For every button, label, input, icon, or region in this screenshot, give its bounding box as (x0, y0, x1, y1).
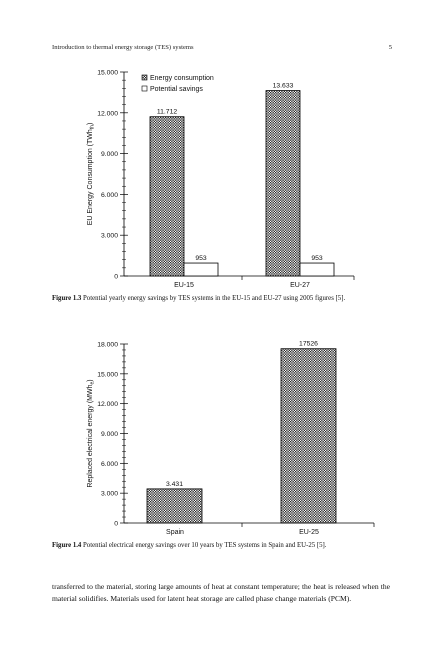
y-tick-label: 6.000 (101, 461, 118, 468)
body-paragraph: transferred to the material, storing lar… (52, 582, 390, 603)
bar-data-label: 3.431 (166, 481, 183, 488)
y-axis-title: Replaced electrical energy (MWhe) (87, 379, 96, 487)
y-tick-label: 6.000 (101, 192, 118, 199)
y-tick-label: 0 (114, 274, 118, 281)
y-tick-label: 3.000 (101, 491, 118, 498)
chart-1-svg: 0 3.000 6.000 9.000 12.000 15.000 EU Energy Co… (87, 70, 355, 289)
y-axis-title: EU Energy Consumption (TWhth) (87, 123, 96, 226)
bar-hatched-eu-27 (265, 90, 301, 277)
page-header: Introduction to thermal energy storage (… (52, 44, 392, 58)
caption-label: Figure 1.4 (52, 542, 82, 549)
bar-hatched-spain (146, 488, 203, 524)
x-category-label: EU-27 (290, 282, 310, 289)
bar-data-label: 11.712 (157, 109, 178, 116)
legend-swatch (141, 85, 148, 92)
y-tick-label: 0 (114, 521, 118, 528)
legend-swatch (141, 74, 148, 81)
figure-1-3-caption: Figure 1.3 Potential yearly energy savin… (52, 294, 390, 304)
y-tick-label: 15.000 (97, 70, 118, 77)
y-tick-label: 12.000 (97, 401, 118, 408)
bar-white-eu-27 (299, 262, 335, 277)
legend-label: Potential savings (150, 86, 203, 93)
caption-text: Potential electrical energy savings over… (81, 542, 327, 549)
x-category-label: EU-15 (174, 282, 194, 289)
bar-data-label: 953 (195, 255, 207, 262)
figure-1-3-chart: 0 3.000 6.000 9.000 12.000 15.000 EU Energy Co… (0, 62, 432, 294)
y-tick-label: 9.000 (101, 431, 118, 438)
y-axis-title-end: ) (87, 123, 94, 125)
y-axis-title-main: Replaced electrical energy (MWh (87, 384, 94, 487)
y-tick-label: 12.000 (97, 110, 118, 117)
y-axis-title-end: ) (87, 379, 94, 381)
page-number: 5 (388, 44, 392, 51)
y-tick-label: 9.000 (101, 151, 118, 158)
y-axis-title-subscript: th (90, 125, 96, 129)
bar-hatched-eu-25 (280, 348, 337, 524)
running-title: Introduction to thermal energy storage (… (52, 44, 194, 51)
y-tick-label: 18.000 (97, 342, 118, 349)
legend-label: Energy consumption (150, 75, 214, 82)
bar-white-eu-15 (183, 262, 219, 277)
y-axis-title-subscript: e (90, 382, 96, 385)
caption-label: Figure 1.3 (52, 295, 82, 302)
bar-data-label: 17526 (299, 341, 318, 348)
y-tick-label: 3.000 (101, 233, 118, 240)
y-axis-title-main: EU Energy Consumption (TWh (87, 129, 94, 225)
figure-1-4-caption: Figure 1.4 Potential electrical energy s… (52, 541, 390, 551)
bar-hatched-eu-15 (149, 116, 185, 277)
figure-1-4-chart: 0 3.000 6.000 9.000 12.000 15.000 18.000 Replac… (0, 336, 432, 536)
caption-text: Potential yearly energy savings by TES s… (81, 295, 346, 302)
bar-data-label: 953 (311, 255, 323, 262)
y-tick-label: 15.000 (97, 371, 118, 378)
bar-data-label: 13.633 (273, 83, 294, 90)
x-category-label: EU-25 (299, 529, 319, 536)
x-category-label: Spain (166, 529, 184, 536)
chart-2-svg: 0 3.000 6.000 9.000 12.000 15.000 18.000 Replac… (87, 341, 375, 536)
